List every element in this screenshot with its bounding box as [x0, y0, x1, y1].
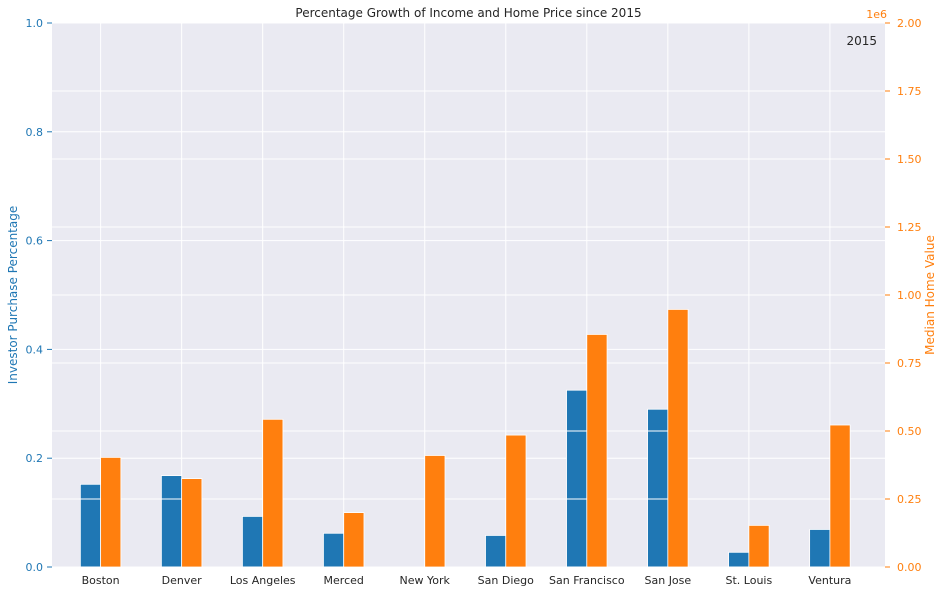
right-tick-label: 1.50: [897, 153, 922, 166]
bar-median-home-value: [424, 455, 446, 568]
right-axis-title: Median Home Value: [923, 235, 937, 355]
x-tick-label: San Francisco: [549, 574, 625, 587]
left-tick-label: 0.2: [26, 452, 44, 465]
bar-investor-percentage: [323, 532, 345, 568]
left-tick-label: 1.0: [26, 17, 44, 30]
bar-investor-percentage: [566, 389, 588, 568]
ticks: 0.0 0.2 0.4 0.6 0.8 1.0 0.00 0.25 0.50 0.75 1.00 1.…: [26, 17, 922, 587]
x-tick-label: Los Angeles: [230, 574, 296, 587]
bar-investor-percentage: [809, 529, 831, 568]
bar-investor-percentage: [485, 535, 507, 568]
right-tick-label: 0.50: [897, 425, 922, 438]
x-tick-label: Ventura: [808, 574, 851, 587]
right-tick-label: 2.00: [897, 17, 922, 30]
bar-investor-percentage: [160, 475, 183, 568]
x-tick-label: Denver: [162, 574, 202, 587]
bar-median-home-value: [586, 334, 608, 568]
left-tick-label: 0.0: [26, 561, 44, 574]
bar-median-home-value: [262, 418, 284, 568]
bar-investor-percentage: [79, 483, 102, 568]
bar-median-home-value: [829, 424, 851, 568]
bar-median-home-value: [748, 524, 770, 568]
bar-median-home-value: [343, 512, 365, 568]
right-tick-label: 1.75: [897, 85, 922, 98]
bar-median-home-value: [505, 434, 527, 568]
left-axis-title: Investor Purchase Percentage: [6, 206, 20, 385]
x-tick-label: New York: [400, 574, 451, 587]
bar-investor-percentage: [647, 408, 669, 568]
x-tick-label: Merced: [324, 574, 364, 587]
chart-title: Percentage Growth of Income and Home Pri…: [295, 6, 641, 20]
left-tick-label: 0.4: [26, 343, 44, 356]
right-tick-label: 0.00: [897, 561, 922, 574]
bar-median-home-value: [100, 456, 122, 568]
bars: [79, 309, 851, 568]
x-tick-label: San Jose: [645, 574, 692, 587]
left-tick-label: 0.6: [26, 235, 44, 248]
right-tick-label: 1.25: [897, 221, 922, 234]
bar-median-home-value: [667, 309, 689, 568]
bar-median-home-value: [181, 478, 203, 568]
frame-year-label: 2015: [846, 34, 877, 48]
right-axis-offset-label: 1e6: [866, 8, 887, 21]
bar-investor-percentage: [242, 516, 264, 568]
x-tick-label: Boston: [82, 574, 120, 587]
right-tick-label: 1.00: [897, 289, 922, 302]
right-tick-label: 0.25: [897, 493, 922, 506]
x-tick-label: St. Louis: [726, 574, 773, 587]
left-tick-label: 0.8: [26, 126, 44, 139]
x-tick-label: San Diego: [478, 574, 534, 587]
bar-investor-percentage: [728, 551, 750, 568]
right-tick-label: 0.75: [897, 357, 922, 370]
